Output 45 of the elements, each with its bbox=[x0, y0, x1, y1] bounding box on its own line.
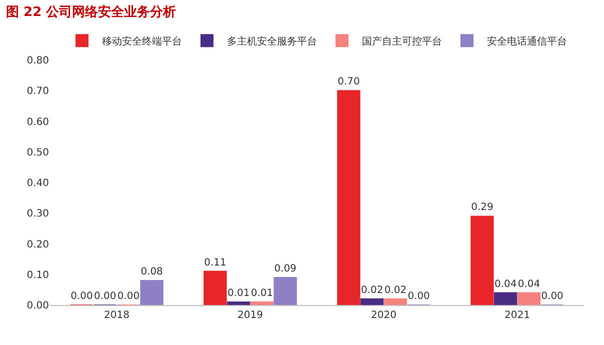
y-tick-label: 0.00 bbox=[26, 300, 49, 312]
legend-label: 多主机安全服务平台 bbox=[227, 36, 317, 48]
y-tick-label: 0.10 bbox=[26, 270, 49, 281]
y-tick-label: 0.60 bbox=[26, 116, 49, 128]
y-tick-label: 0.20 bbox=[26, 239, 49, 250]
x-tick-label: 2021 bbox=[504, 310, 530, 321]
data-label: 0.02 bbox=[360, 284, 384, 296]
bar bbox=[517, 292, 541, 305]
bar bbox=[494, 292, 518, 305]
y-tick-label: 0.80 bbox=[26, 56, 49, 66]
bar bbox=[384, 298, 408, 305]
data-label: 0.01 bbox=[227, 288, 250, 299]
bar bbox=[226, 301, 250, 305]
x-tick-label: 2019 bbox=[238, 310, 263, 321]
y-tick-label: 0.70 bbox=[26, 86, 49, 98]
data-label: 0.70 bbox=[338, 76, 360, 88]
data-label: 0.29 bbox=[471, 202, 494, 214]
chart-title: 图 22 公司网络安全业务分析 bbox=[6, 4, 176, 20]
x-tick-label: 2020 bbox=[371, 310, 396, 321]
legend-label: 国产自主可控平台 bbox=[362, 36, 442, 48]
data-label: 0.11 bbox=[204, 257, 226, 268]
data-label: 0.08 bbox=[140, 266, 163, 278]
data-label: 0.00 bbox=[408, 291, 430, 302]
data-label: 0.01 bbox=[250, 288, 274, 299]
data-label: 0.04 bbox=[518, 278, 540, 290]
bar bbox=[360, 298, 384, 305]
bar bbox=[140, 280, 164, 305]
bar bbox=[274, 276, 297, 305]
data-label: 0.00 bbox=[94, 291, 116, 302]
x-tick-label: 2018 bbox=[104, 310, 130, 321]
data-label: 0.00 bbox=[117, 291, 140, 302]
data-label: 0.00 bbox=[70, 291, 93, 302]
y-tick-label: 0.40 bbox=[26, 178, 49, 189]
data-label: 0.00 bbox=[541, 291, 564, 302]
bar bbox=[204, 270, 227, 305]
data-label: 0.04 bbox=[494, 278, 517, 290]
bar bbox=[337, 90, 360, 305]
bar bbox=[470, 216, 494, 305]
legend-label: 安全电话通信平台 bbox=[487, 36, 567, 48]
bar bbox=[250, 301, 274, 305]
legend-label: 移动安全终端平台 bbox=[102, 36, 182, 48]
y-tick-label: 0.30 bbox=[26, 208, 49, 220]
data-label: 0.09 bbox=[274, 263, 296, 274]
data-label: 0.02 bbox=[384, 284, 407, 296]
y-tick-label: 0.50 bbox=[26, 147, 49, 158]
